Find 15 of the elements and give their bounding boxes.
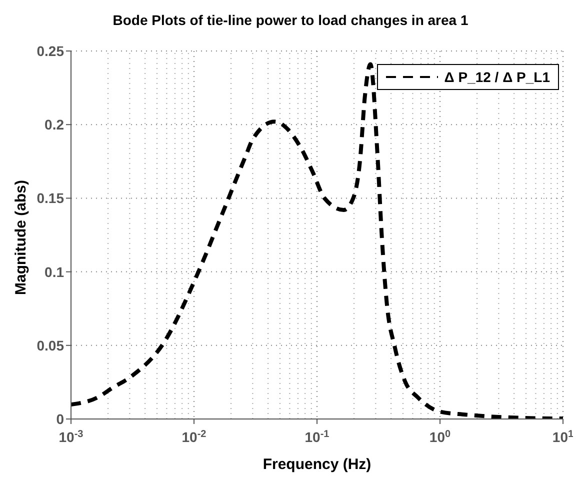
legend-label: Δ P_12 / Δ P_L1	[444, 69, 550, 85]
y-axis-title: Magnitude (abs)	[12, 180, 30, 295]
x-tick-label: 10$^{-1}$	[304, 428, 330, 445]
y-tick-label: 0	[56, 410, 64, 427]
y-tick-label: 0.05	[36, 337, 64, 354]
chart-title: Bode Plots of tie-line power to load changes in area 1	[112, 12, 470, 28]
y-tick-label: 0.2	[44, 116, 64, 133]
x-tick-label: 10$^{1}$	[552, 428, 574, 445]
x-tick-label: 10$^{0}$	[429, 428, 452, 445]
x-tick-label: 10$^{-3}$	[58, 428, 84, 445]
y-tick-label: 0.25	[36, 42, 64, 59]
x-axis-title: Frequency (Hz)	[262, 456, 372, 473]
y-tick-label: 0.15	[36, 190, 64, 206]
y-tick-label: 0.1	[44, 264, 64, 280]
x-tick-label: 10$^{-2}$	[182, 428, 207, 445]
